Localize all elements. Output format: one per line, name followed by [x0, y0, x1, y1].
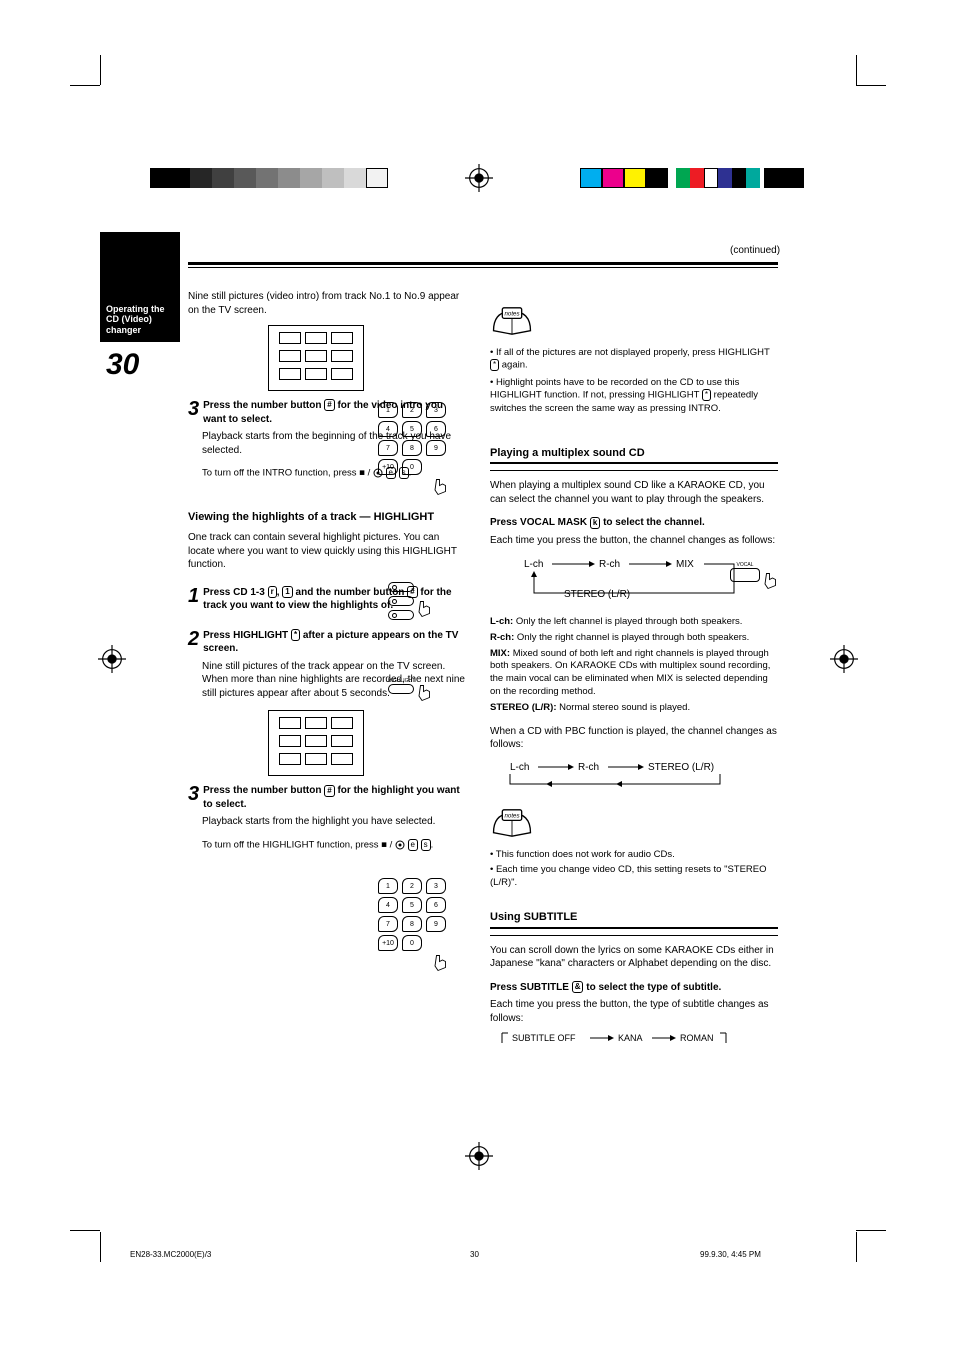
crop-mark [856, 1230, 886, 1231]
notes-icon: notes [490, 806, 534, 840]
flow-diagram-2: L-ch R-ch STEREO (L/R) [490, 756, 778, 797]
footer-timestamp: 99.9.30, 4:45 PM [700, 1250, 761, 1259]
hand-icon [432, 478, 450, 496]
highlight-body: One track can contain several highlight … [188, 531, 468, 572]
svg-text:R-ch: R-ch [599, 559, 620, 570]
keypad-diagram: 123 456 789 +100 [378, 402, 458, 478]
step-3b: 3 Press the number button # for the high… [188, 784, 468, 829]
section-rule [490, 470, 778, 471]
svg-text:R-ch: R-ch [578, 762, 599, 773]
svg-text:SUBTITLE OFF: SUBTITLE OFF [512, 1033, 576, 1043]
crop-mark [70, 1230, 100, 1231]
multiplex-para4: When a CD with PBC function is played, t… [490, 725, 778, 752]
registration-target-icon [465, 164, 493, 192]
grayscale-bar [150, 168, 388, 188]
hand-icon [762, 572, 780, 590]
note-1a: • If all of the pictures are not display… [490, 347, 778, 373]
color-bar [580, 168, 668, 188]
section-tab-label: Operating the CD (Video) changer [106, 304, 174, 336]
color-bar-end [764, 168, 804, 188]
crop-mark [856, 1232, 857, 1262]
note-2b: • Each time you change video CD, this se… [490, 864, 778, 890]
keypad-diagram: 123 456 789 +100 [378, 878, 458, 954]
hand-icon [416, 684, 434, 702]
step-number: 2 [188, 629, 199, 649]
registration-target-icon [830, 645, 858, 673]
registration-target-icon [465, 1142, 493, 1170]
step-number: 1 [188, 586, 199, 606]
left-column: Nine still pictures (video intro) from t… [188, 290, 468, 852]
channel-definitions: L-ch: Only the left channel is played th… [490, 616, 778, 715]
footer-filename: EN28-33.MC2000(E)/3 [130, 1250, 211, 1259]
step-3b-body: Playback starts from the highlight you h… [202, 815, 468, 829]
color-bar-dense [676, 168, 760, 188]
svg-text:L-ch: L-ch [524, 559, 543, 570]
hand-icon [432, 954, 450, 972]
page-header-rule [188, 262, 778, 268]
step-1-text: Press CD 1-3 r, 1 and the number button … [203, 587, 451, 612]
multiplex-heading: Playing a multiplex sound CD [490, 446, 778, 465]
svg-text:L-ch: L-ch [510, 762, 529, 773]
tv-grid-diagram [268, 325, 364, 391]
svg-text:KANA: KANA [618, 1033, 643, 1043]
svg-text:notes: notes [504, 813, 519, 820]
step-number: 3 [188, 399, 199, 419]
svg-text:STEREO (L/R): STEREO (L/R) [648, 762, 714, 773]
continued-label: (continued) [730, 245, 780, 256]
tv-grid-diagram [268, 710, 364, 776]
subtitle-heading: Using SUBTITLE [490, 910, 778, 929]
highlight-button-diagram: HIGHLIGHT [388, 678, 415, 698]
multiplex-instruction: Press VOCAL MASK k to select the channel… [490, 516, 778, 530]
svg-text:STEREO (L/R): STEREO (L/R) [564, 589, 630, 600]
hand-icon [416, 600, 434, 618]
vocal-mask-button: VOCAL [730, 562, 760, 582]
section-tab: Operating the CD (Video) changer [100, 232, 180, 342]
step-3b-text: Press the number button # for the highli… [203, 785, 460, 810]
subtitle-instruction: Press SUBTITLE & to select the type of s… [490, 981, 778, 995]
footer-page: 30 [470, 1250, 479, 1259]
intro-paragraph: Nine still pictures (video intro) from t… [188, 290, 468, 317]
crop-mark [100, 1232, 101, 1262]
subtitle-para1: You can scroll down the lyrics on some K… [490, 944, 778, 971]
crop-mark [100, 55, 101, 85]
note-1b: • Highlight points have to be recorded o… [490, 377, 778, 416]
crop-mark [856, 85, 886, 86]
svg-text:notes: notes [504, 311, 519, 318]
step-2-text: Press HIGHLIGHT * after a picture appear… [203, 630, 458, 655]
flow-diagram-3: SUBTITLE OFF KANA ROMAN [490, 1029, 778, 1054]
subtitle-para3: Each time you press the button, the type… [490, 998, 778, 1025]
crop-mark [70, 85, 100, 86]
step-number: 3 [188, 784, 199, 804]
multiplex-para3: Each time you press the button, the chan… [490, 534, 778, 548]
registration-target-icon [98, 645, 126, 673]
note-2a: • This function does not work for audio … [490, 849, 778, 862]
right-column: notes • If all of the pictures are not d… [490, 300, 778, 1060]
stop-highlight-note: To turn off the HIGHLIGHT function, pres… [202, 839, 468, 852]
page-number: 30 [100, 348, 180, 382]
multiplex-para1: When playing a multiplex sound CD like a… [490, 479, 778, 506]
svg-text:MIX: MIX [676, 559, 694, 570]
button-pills [388, 582, 414, 624]
svg-text:ROMAN: ROMAN [680, 1033, 714, 1043]
crop-mark [856, 55, 857, 85]
highlight-heading: Viewing the highlights of a track — HIGH… [188, 510, 468, 525]
section-rule [490, 935, 778, 936]
notes-icon: notes [490, 304, 534, 338]
